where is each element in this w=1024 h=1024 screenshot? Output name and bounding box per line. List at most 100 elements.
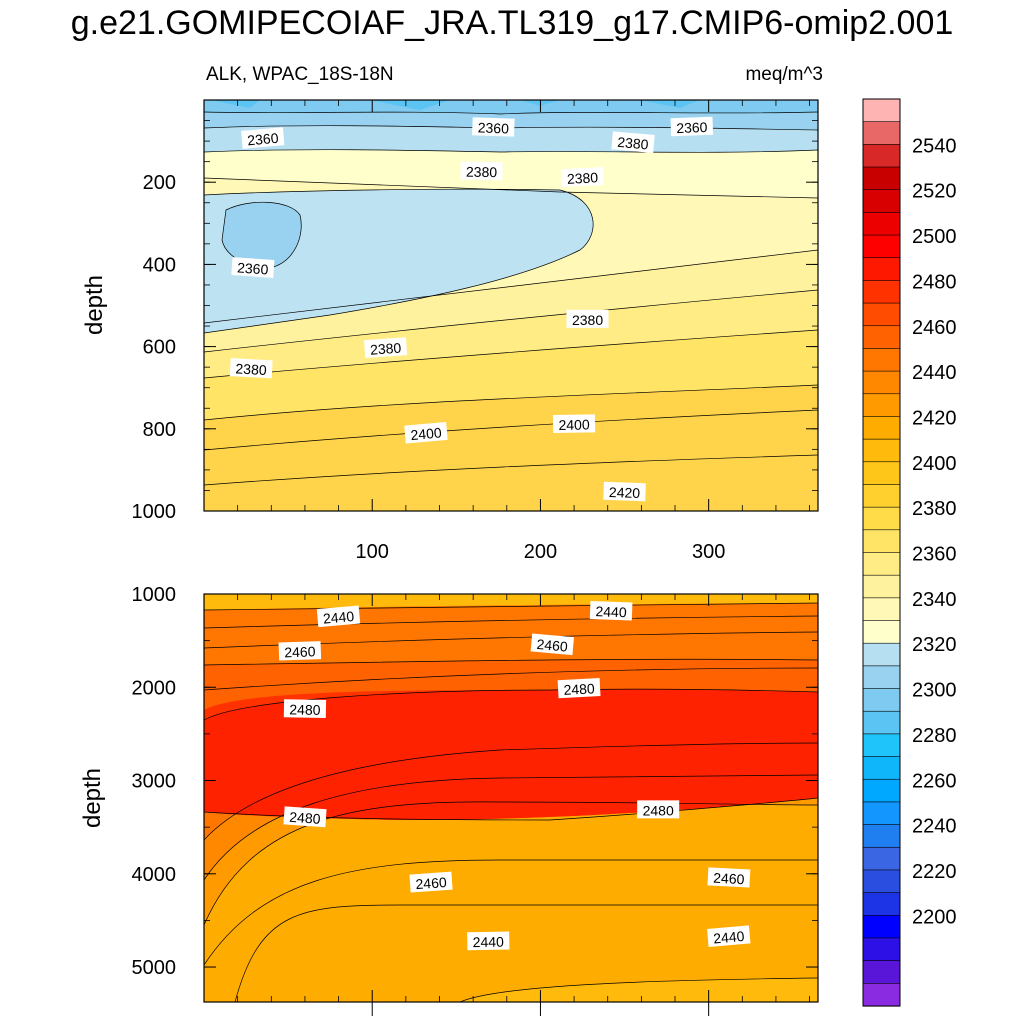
contour-label-bg: [231, 257, 275, 278]
lower-y-tick-label: 3000: [132, 771, 177, 793]
colorbar-swatch: [862, 393, 901, 418]
upper-contour-labels: 2360 2360 2360 2380 2380 2380 2360 2380 2380 2380…: [229, 116, 714, 502]
colorbar-swatch: [862, 801, 901, 826]
contour-label: 2380: [611, 131, 655, 153]
colorbar-swatch: [862, 506, 901, 531]
contour-label-bg: [611, 131, 655, 153]
contour-label: 2460: [530, 633, 575, 656]
colorbar-label: 2440: [912, 362, 957, 384]
upper-y-tick-label: 200: [143, 172, 176, 194]
contour-label-bg: [472, 117, 515, 137]
lower-contour-lines: [204, 602, 818, 1002]
contour-label: 2360: [241, 127, 285, 149]
colorbar-swatch: [862, 983, 901, 1007]
colorbar-swatch: [862, 438, 901, 463]
contour-label-text: 2460: [536, 636, 569, 655]
contour-label: 2380: [460, 161, 503, 181]
upper-contour-fill: [204, 100, 818, 511]
colorbar-swatch: [862, 98, 901, 123]
colorbar-label: 2280: [912, 725, 957, 747]
lower-panel: 1000 2000 3000 4000 5000 2440 2440 2460 2460 248…: [79, 584, 819, 1016]
contour-label: 2380: [566, 309, 609, 328]
contour-label-text: 2380: [567, 169, 599, 187]
colorbar-swatch: [862, 620, 901, 644]
contour-label: 2380: [229, 358, 273, 379]
contour-label-bg: [241, 127, 285, 149]
contour-label: 2440: [467, 931, 510, 951]
lower-y-tick-label: 4000: [132, 864, 177, 886]
colorbar-label: 2420: [912, 407, 957, 429]
colorbar-label: 2460: [912, 317, 957, 339]
colorbar-swatch: [862, 257, 901, 282]
lower-contour-labels: 2440 2440 2460 2460 2480 2480 2480 2480 2460 2460…: [278, 600, 751, 951]
contour-label: 2480: [637, 800, 680, 819]
contour-label-text: 2420: [609, 484, 641, 501]
contour-label: 2400: [552, 414, 596, 434]
colorbar-swatch: [862, 302, 901, 327]
upper-y-tick-label: 600: [143, 337, 176, 359]
colorbar-label: 2500: [912, 226, 957, 248]
contour-label: 2400: [404, 421, 448, 444]
colorbar-label: 2300: [912, 680, 957, 702]
colorbar-label: 2260: [912, 770, 957, 792]
colorbar-swatch: [862, 574, 901, 599]
contour-label-text: 2400: [558, 416, 590, 433]
colorbar-swatch: [862, 733, 901, 758]
contour-label: 2480: [283, 806, 327, 828]
contour-label-text: 2360: [676, 119, 708, 136]
colorbar-swatch: [862, 461, 901, 486]
colorbar-swatch: [862, 529, 901, 554]
contour-label-bg: [404, 421, 448, 444]
lower-plot-frame: [203, 593, 819, 1003]
contour-label-text: 2480: [563, 680, 595, 698]
upper-y-tick-label: 800: [143, 419, 176, 441]
contour-label-text: 2380: [466, 164, 498, 181]
colorbar-swatch: [862, 914, 901, 939]
colorbar-label: 2200: [912, 906, 957, 928]
contour-label-text: 2460: [713, 870, 745, 888]
colorbar-swatch: [862, 348, 901, 372]
contour-label-bg: [278, 641, 322, 661]
contour-label-bg: [707, 867, 751, 888]
colorbar-swatch: [862, 484, 901, 508]
contour-label-bg: [283, 806, 327, 828]
contour-label-bg: [560, 167, 604, 188]
contour-label-text: 2440: [595, 603, 627, 620]
colorbar-swatch: [862, 688, 901, 712]
colorbar-swatch: [862, 416, 901, 440]
contour-label-text: 2460: [284, 643, 316, 660]
colorbar-frame: [862, 98, 901, 1007]
contour-label: 2460: [278, 641, 322, 661]
contour-label: 2440: [316, 605, 361, 628]
contour-label-text: 2380: [235, 360, 267, 378]
contour-label: 2480: [283, 699, 327, 719]
figure-title: g.e21.GOMIPECOIAF_JRA.TL319_g17.CMIP6-om…: [70, 4, 954, 42]
colorbar-label: 2360: [912, 544, 957, 566]
panel-subtitle-left: ALK, WPAC_18S-18N: [206, 64, 394, 85]
colorbar-swatch: [862, 234, 901, 259]
upper-y-tick-label: 400: [143, 254, 176, 276]
colorbar-label: 2540: [912, 135, 957, 157]
upper-y-tick-label: 1000: [132, 501, 177, 523]
colorbar-swatch: [862, 166, 901, 191]
colorbar-swatch: [862, 937, 901, 962]
contour-label-bg: [552, 414, 596, 434]
colorbar-swatch: [862, 960, 901, 984]
contour-label: 2480: [557, 678, 601, 699]
contour-label-text: 2440: [322, 608, 355, 627]
upper-y-axis-label: depth: [81, 275, 108, 335]
contour-label-bg: [409, 871, 453, 893]
colorbar-label: 2220: [912, 861, 957, 883]
contour-label: 2380: [364, 337, 408, 359]
colorbar-label: 2400: [912, 453, 957, 475]
contour-label-bg: [707, 925, 751, 947]
colorbar-swatch: [862, 144, 901, 168]
colorbar-swatch: [862, 710, 901, 735]
contour-label: 2460: [707, 867, 751, 888]
contour-label: 2440: [707, 925, 751, 947]
contour-label-bg: [670, 116, 714, 137]
contour-label-text: 2480: [643, 802, 674, 818]
upper-x-tick-label: 300: [692, 541, 725, 563]
colorbar-swatch: [862, 280, 901, 304]
